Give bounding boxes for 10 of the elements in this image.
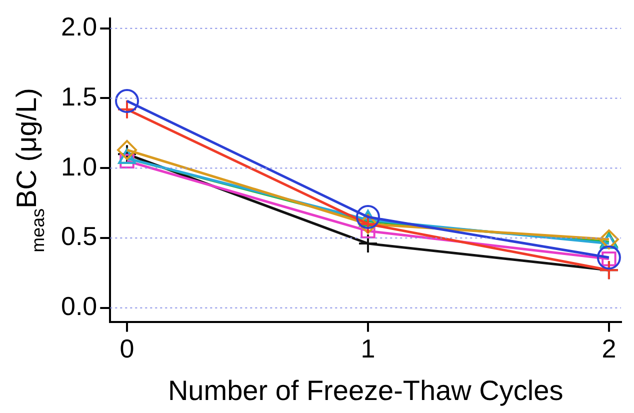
y-tick-label: 0.0 [60, 291, 98, 321]
x-tick-label: 0 [120, 334, 134, 364]
y-tick-label: 0.5 [60, 221, 98, 252]
y-axis-title: measBC (μg/L) [11, 88, 48, 252]
y-tick-label: 2.0 [60, 12, 98, 42]
x-axis-title: Number of Freeze-Thaw Cycles [168, 375, 564, 406]
x-tick-label: 2 [602, 334, 616, 364]
x-tick-label: 1 [360, 334, 376, 364]
y-tick-label: 1.5 [60, 81, 98, 112]
y-tick-label: 1.0 [60, 151, 98, 182]
